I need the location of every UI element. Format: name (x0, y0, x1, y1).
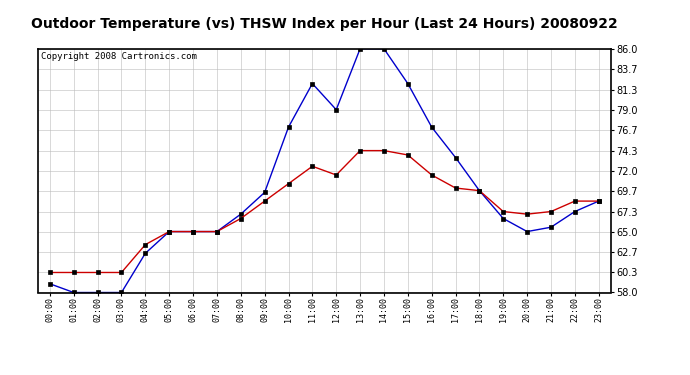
Text: Outdoor Temperature (vs) THSW Index per Hour (Last 24 Hours) 20080922: Outdoor Temperature (vs) THSW Index per … (31, 17, 618, 31)
Text: Copyright 2008 Cartronics.com: Copyright 2008 Cartronics.com (41, 53, 197, 62)
